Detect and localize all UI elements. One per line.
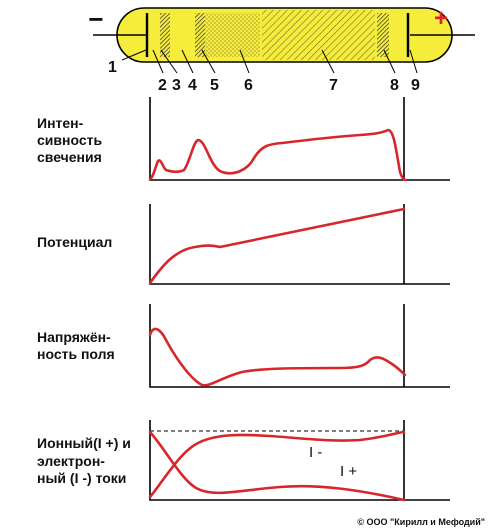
region-number-8: 8 [390, 77, 399, 94]
panel-field-label-line-2: ность поля [37, 346, 115, 362]
region-number-4: 4 [188, 77, 197, 94]
panel-intensity-axes [149, 97, 450, 181]
region-4 [195, 13, 205, 57]
region-number-7: 7 [329, 77, 338, 94]
leader-9 [409, 49, 418, 74]
leader-6 [239, 49, 250, 74]
panel-field-label-line-1: Напряжён- [37, 329, 111, 345]
region-numbers: 1 2 3 4 5 6 7 8 9 [108, 59, 420, 94]
leader-4 [181, 49, 194, 74]
electron-current-curve [148, 430, 406, 499]
panel-currents: Ионный(I +) и электрон- ный (I -) токи I… [37, 420, 450, 502]
region-6 [205, 13, 260, 57]
leader-2 [152, 49, 164, 74]
intensity-curve [148, 128, 408, 182]
cathode-minus-sign: − [88, 4, 103, 34]
region-number-5: 5 [210, 77, 219, 94]
ion-current-curve [148, 430, 406, 502]
region-number-6: 6 [244, 77, 253, 94]
panel-intensity-label-line-2: сивность [37, 132, 102, 148]
leader-3 [160, 49, 178, 74]
panel-currents-label-line-2: электрон- [37, 453, 105, 469]
leader-1 [121, 49, 147, 61]
panel-intensity: Интен- сивность свечения [37, 97, 450, 182]
panel-potential-label: Потенциал [37, 234, 112, 250]
anode-plus-sign: + [434, 5, 448, 32]
region-number-2: 2 [158, 77, 167, 94]
panel-currents-label-line-3: ный (I -) токи [37, 470, 126, 486]
panel-potential: Потенциал [37, 204, 450, 285]
leader-5 [201, 49, 216, 74]
discharge-tube: − + [88, 4, 475, 63]
panel-currents-axes [149, 420, 450, 501]
region-8 [377, 13, 389, 57]
panel-intensity-label-line-3: свечения [37, 149, 102, 165]
copyright-notice: © ООО "Кирилл и Мефодий" [357, 517, 485, 527]
potential-curve [148, 207, 406, 285]
panel-field: Напряжён- ность поля [37, 304, 450, 388]
region-leaders [121, 49, 418, 74]
region-number-9: 9 [411, 77, 420, 94]
field-curve [148, 327, 407, 387]
panel-currents-label-line-1: Ионный(I +) и [37, 435, 131, 451]
leader-7 [321, 49, 335, 74]
region-number-3: 3 [172, 77, 181, 94]
ion-current-label: I + [340, 463, 357, 480]
region-2 [160, 13, 170, 57]
region-7 [262, 10, 375, 60]
leader-8 [383, 49, 396, 74]
region-number-1: 1 [108, 59, 117, 76]
panel-intensity-label-line-1: Интен- [37, 115, 84, 131]
electron-current-label: I - [309, 444, 322, 461]
panel-potential-axes [149, 204, 450, 285]
